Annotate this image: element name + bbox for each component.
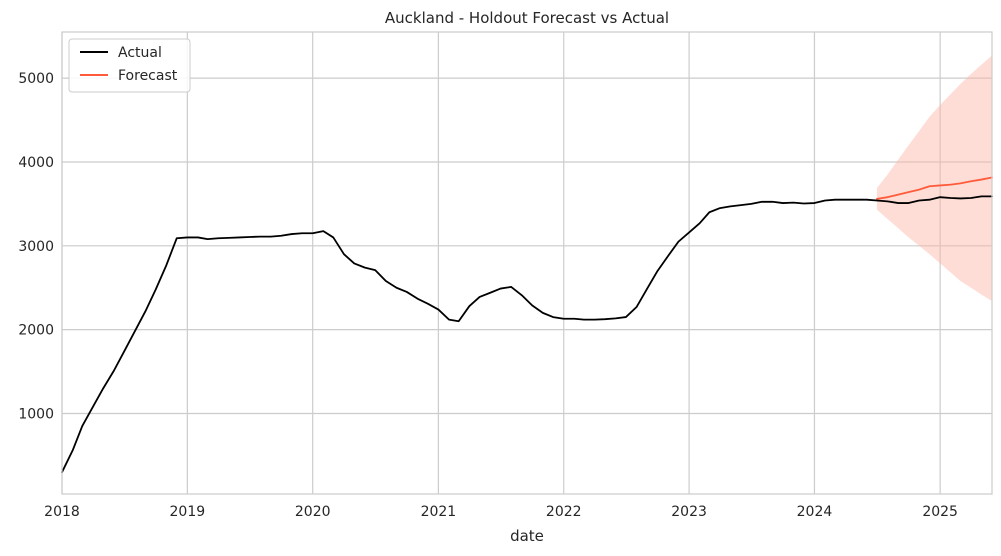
series-lines-layer [61,176,993,474]
forecast-confidence-band [876,55,992,302]
x-tick-label: 2021 [421,504,457,520]
x-tick-label: 2025 [922,504,958,520]
x-tick-label: 2023 [671,504,707,520]
legend-label-forecast: Forecast [118,68,178,84]
chart-title: Auckland - Holdout Forecast vs Actual [385,9,669,27]
grid-lines [61,32,992,494]
y-axis-ticks: 1000 2000 3000 4000 5000 [18,71,54,422]
plot-frame [61,31,993,495]
x-tick-label: 2022 [546,504,582,520]
x-tick-label: 2020 [295,504,331,520]
x-axis-label: date [510,527,544,545]
y-tick-label: 3000 [18,239,54,255]
plot-area [62,32,992,494]
y-tick-label: 5000 [18,71,54,87]
x-tick-label: 2024 [797,504,833,520]
legend-label-actual: Actual [118,45,162,61]
y-tick-label: 2000 [18,323,54,339]
y-tick-label: 1000 [18,407,54,423]
x-axis-ticks: 2018 2019 2020 2021 2022 2023 2024 2025 [44,504,958,520]
y-tick-label: 4000 [18,155,54,171]
legend: Actual Forecast [68,38,191,93]
forecast-band-layer [876,55,992,302]
forecast-series-line [876,176,993,200]
actual-series-line [61,195,993,474]
x-tick-label: 2018 [44,504,80,520]
x-tick-label: 2019 [170,504,206,520]
